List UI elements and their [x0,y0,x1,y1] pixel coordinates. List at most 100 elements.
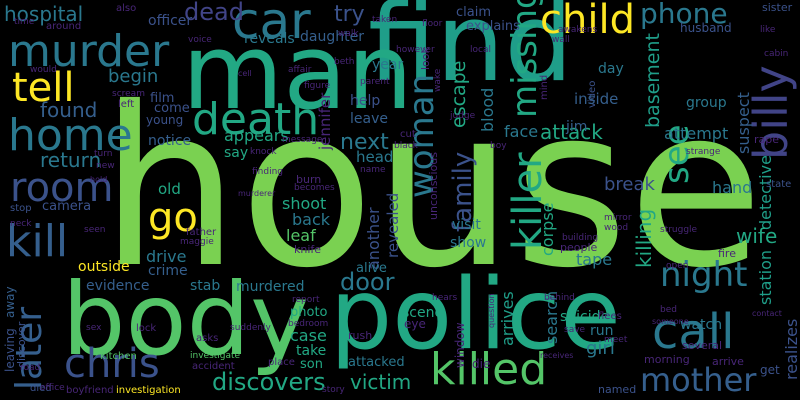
word-report: report [292,295,320,305]
word-come: come [154,101,190,116]
word-day: day [598,61,624,77]
word-visit: visit [452,217,481,233]
word-would: would [30,65,57,75]
word-wall: wall [552,35,570,45]
word-try: try [334,2,365,27]
word-burn: burn [296,173,322,186]
word-hand: hand [712,178,753,197]
word-bed: bed [660,305,677,315]
word-floor: floor [422,19,443,29]
word-wake: wake [433,68,443,92]
word-eye: eye [404,317,426,331]
word-back: back [292,210,331,229]
word-begin: begin [108,66,159,87]
word-neck: neck [10,219,32,229]
word-evidence: evidence [86,278,150,294]
word-station: station [756,249,775,305]
word-shoot: shoot [282,194,327,213]
word-window: window [453,322,467,368]
word-time: time [14,17,35,27]
word-murder: murder [8,26,170,77]
word-voice: voice [188,35,212,45]
word-sister: sister [762,1,793,14]
word-house: house [100,60,764,316]
word-maggie: maggie [180,237,214,247]
word-tell: tell [12,65,75,111]
word-knock: knock [250,147,277,157]
word-discover: discover [15,321,28,368]
word-home: home [8,110,133,161]
word-scene: scene [402,305,444,321]
word-head: head [356,148,394,166]
word-stop: stop [10,203,32,214]
word-claim: claim [456,5,492,20]
word-young: young [146,113,184,127]
word-help: help [350,93,381,109]
word-away: away [3,286,17,318]
word-kill: kill [6,216,69,267]
word-building: building [562,233,599,243]
word-died: died [30,383,52,394]
word-say: say [224,145,249,161]
word-watch: watch [680,317,723,333]
word-unconscious: unconscious [427,152,440,220]
word-sex: sex [86,323,102,333]
word-mother: mother [640,361,757,399]
word-however: however [396,45,435,55]
word-suspect: suspect [734,92,753,154]
word-seen: seen [84,225,106,235]
word-kitchen: kitchen [100,351,137,362]
word-road: road [20,363,41,373]
word-story: story [322,385,345,395]
word-state: state [766,179,792,190]
word-named: named [598,383,637,396]
word-husband: husband [680,21,732,35]
word-new: new [96,161,115,171]
word-suddenly: suddenly [230,323,271,333]
word-people: people [560,241,598,254]
word-asks: asks [196,333,219,344]
word-receives: receives [540,351,574,360]
word-morning: morning [644,353,690,366]
word-alive: alive [356,261,387,276]
word-contact: contact [752,309,782,318]
word-night: night [660,255,748,295]
word-rush: rush [348,329,373,342]
word-local: local [470,45,491,55]
word-discovers: discovers [212,368,326,396]
word-meet: meet [604,335,628,345]
word-realizes: realizes [782,318,800,380]
word-death: death [192,94,320,145]
word-son: son [300,357,323,372]
word-attack: attack [540,120,603,144]
word-office: office [40,383,65,393]
word-car: car [232,0,311,50]
word-accident: accident [192,361,235,372]
word-basement: basement [642,33,664,128]
word-camera: camera [42,199,92,214]
word-message: message [282,135,323,145]
word-someone: someone [652,317,689,326]
word-blood: blood [478,87,497,132]
word-dead: dead [184,0,244,26]
word-strange: strange [686,147,721,157]
word-room: room [10,165,114,211]
word-like: like [760,25,776,35]
word-scream: scream [112,89,145,99]
word-phone: phone [640,0,728,30]
word-group: group [686,95,727,111]
word-cut: cut [400,129,416,140]
word-arrives: arrives [498,291,517,346]
word-reveals: reveals [244,31,295,47]
word-notice: notice [148,133,192,149]
word-missing: missing [505,0,545,118]
word-lock: lock [136,323,157,334]
word-detective: detective [756,155,775,230]
word-figure: figure [304,81,331,91]
word-place: place [268,357,295,368]
word-hold: hold [90,175,108,184]
word-save: save [564,325,586,335]
word-also: also [116,3,137,14]
word-go: go [148,195,198,241]
